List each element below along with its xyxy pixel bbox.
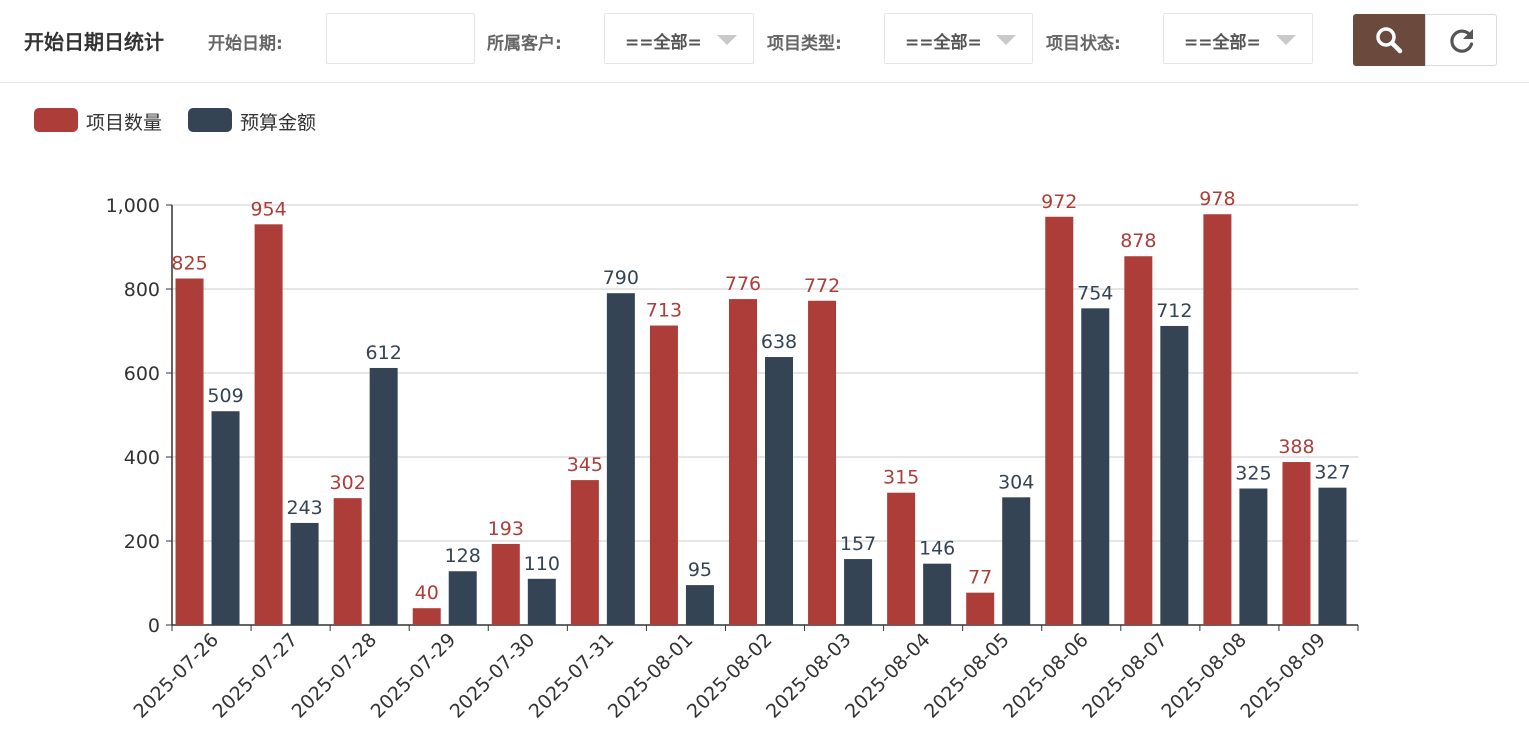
project-type-select[interactable]: ==全部= [884, 13, 1033, 64]
bar-project-count [175, 278, 204, 625]
search-icon [1376, 27, 1403, 54]
chevron-down-icon [1276, 35, 1296, 45]
bar-project-count [887, 492, 916, 625]
bar-project-count [333, 498, 362, 625]
data-label: 128 [445, 545, 481, 567]
data-label: 954 [250, 198, 286, 220]
refresh-icon [1450, 29, 1474, 53]
bar-project-count [1124, 256, 1153, 625]
bar-budget-amount [1160, 325, 1189, 625]
bar-budget-amount [765, 357, 793, 625]
bar-project-count [412, 608, 441, 625]
data-label: 77 [968, 567, 992, 589]
bar-budget-amount [1239, 488, 1268, 625]
data-label: 978 [1199, 188, 1235, 210]
bar-budget-amount [1002, 497, 1031, 625]
data-label: 315 [883, 467, 919, 489]
project-status-label: 项目状态: [1046, 34, 1121, 54]
data-label: 157 [840, 533, 876, 555]
bar-project-count [491, 543, 520, 625]
data-label: 754 [1077, 282, 1113, 304]
data-label: 638 [761, 331, 797, 353]
y-tick-label: 1,000 [106, 195, 160, 217]
bar-budget-amount [527, 578, 556, 625]
bar-project-count [254, 224, 283, 625]
refresh-button[interactable] [1425, 14, 1497, 66]
y-tick-label: 800 [124, 279, 160, 301]
data-label: 509 [207, 385, 243, 407]
bar-project-count [729, 299, 757, 625]
y-tick-label: 600 [124, 363, 160, 385]
bar-budget-amount [606, 293, 635, 625]
data-label: 327 [1314, 462, 1350, 484]
data-label: 146 [919, 538, 955, 560]
legend-swatch [34, 108, 78, 132]
data-label: 302 [330, 472, 366, 494]
bar-project-count [808, 300, 837, 625]
bar-budget-amount [844, 559, 873, 625]
data-label: 193 [488, 518, 524, 540]
data-label: 304 [998, 471, 1034, 493]
customer-select[interactable]: ==全部= [604, 13, 754, 64]
project-status-select[interactable]: ==全部= [1163, 13, 1313, 64]
y-tick-label: 200 [124, 531, 160, 553]
project-status-select-value: ==全部= [1184, 33, 1261, 53]
data-label: 388 [1278, 436, 1314, 458]
legend-label: 预算金额 [240, 112, 317, 134]
search-button[interactable] [1353, 14, 1425, 66]
bar-budget-amount [1081, 308, 1110, 625]
y-tick-label: 400 [124, 447, 160, 469]
project-type-select-value: ==全部= [905, 33, 982, 53]
project-type-label: 项目类型: [767, 34, 842, 54]
data-label: 712 [1156, 300, 1192, 322]
start-date-input[interactable] [326, 13, 475, 64]
data-label: 110 [524, 553, 560, 575]
data-label: 713 [646, 300, 682, 322]
page-title: 开始日期日统计 [24, 30, 164, 54]
data-label: 243 [286, 497, 322, 519]
chevron-down-icon [717, 35, 737, 45]
data-label: 878 [1120, 230, 1156, 252]
customer-label: 所属客户: [487, 34, 562, 54]
bar-project-count [1045, 216, 1074, 625]
bar-project-count [570, 480, 599, 625]
bar-project-count [649, 325, 678, 625]
bar-budget-amount [369, 367, 398, 625]
bar-project-count [1282, 462, 1311, 625]
filter-toolbar: 开始日期日统计 开始日期: 所属客户: ==全部= 项目类型: ==全部= 项目… [0, 0, 1529, 83]
y-tick-label: 0 [148, 615, 160, 637]
data-label: 825 [171, 253, 207, 275]
bar-budget-amount [211, 411, 240, 625]
customer-select-value: ==全部= [625, 33, 702, 53]
bar-project-count [966, 592, 995, 625]
data-label: 345 [567, 454, 603, 476]
data-label: 325 [1235, 463, 1271, 485]
x-tick-label: 2025-08-09 [1236, 629, 1330, 723]
bar-budget-amount [290, 522, 319, 625]
data-label: 772 [804, 275, 840, 297]
bar-chart: 02004006008001,0008255092025-07-26954243… [106, 188, 1359, 723]
data-label: 972 [1041, 191, 1077, 213]
bar-project-count [1203, 214, 1232, 625]
data-label: 95 [688, 559, 712, 581]
data-label: 776 [725, 273, 761, 295]
data-label: 40 [415, 582, 439, 604]
chevron-down-icon [996, 35, 1016, 45]
bar-budget-amount [448, 571, 477, 625]
bar-budget-amount [1318, 487, 1347, 625]
bar-budget-amount [685, 585, 714, 625]
data-label: 790 [603, 267, 639, 289]
legend-label: 项目数量 [86, 112, 163, 134]
bar-budget-amount [923, 563, 952, 625]
data-label: 612 [366, 342, 402, 364]
legend-swatch [188, 108, 232, 132]
start-date-label: 开始日期: [208, 34, 283, 54]
